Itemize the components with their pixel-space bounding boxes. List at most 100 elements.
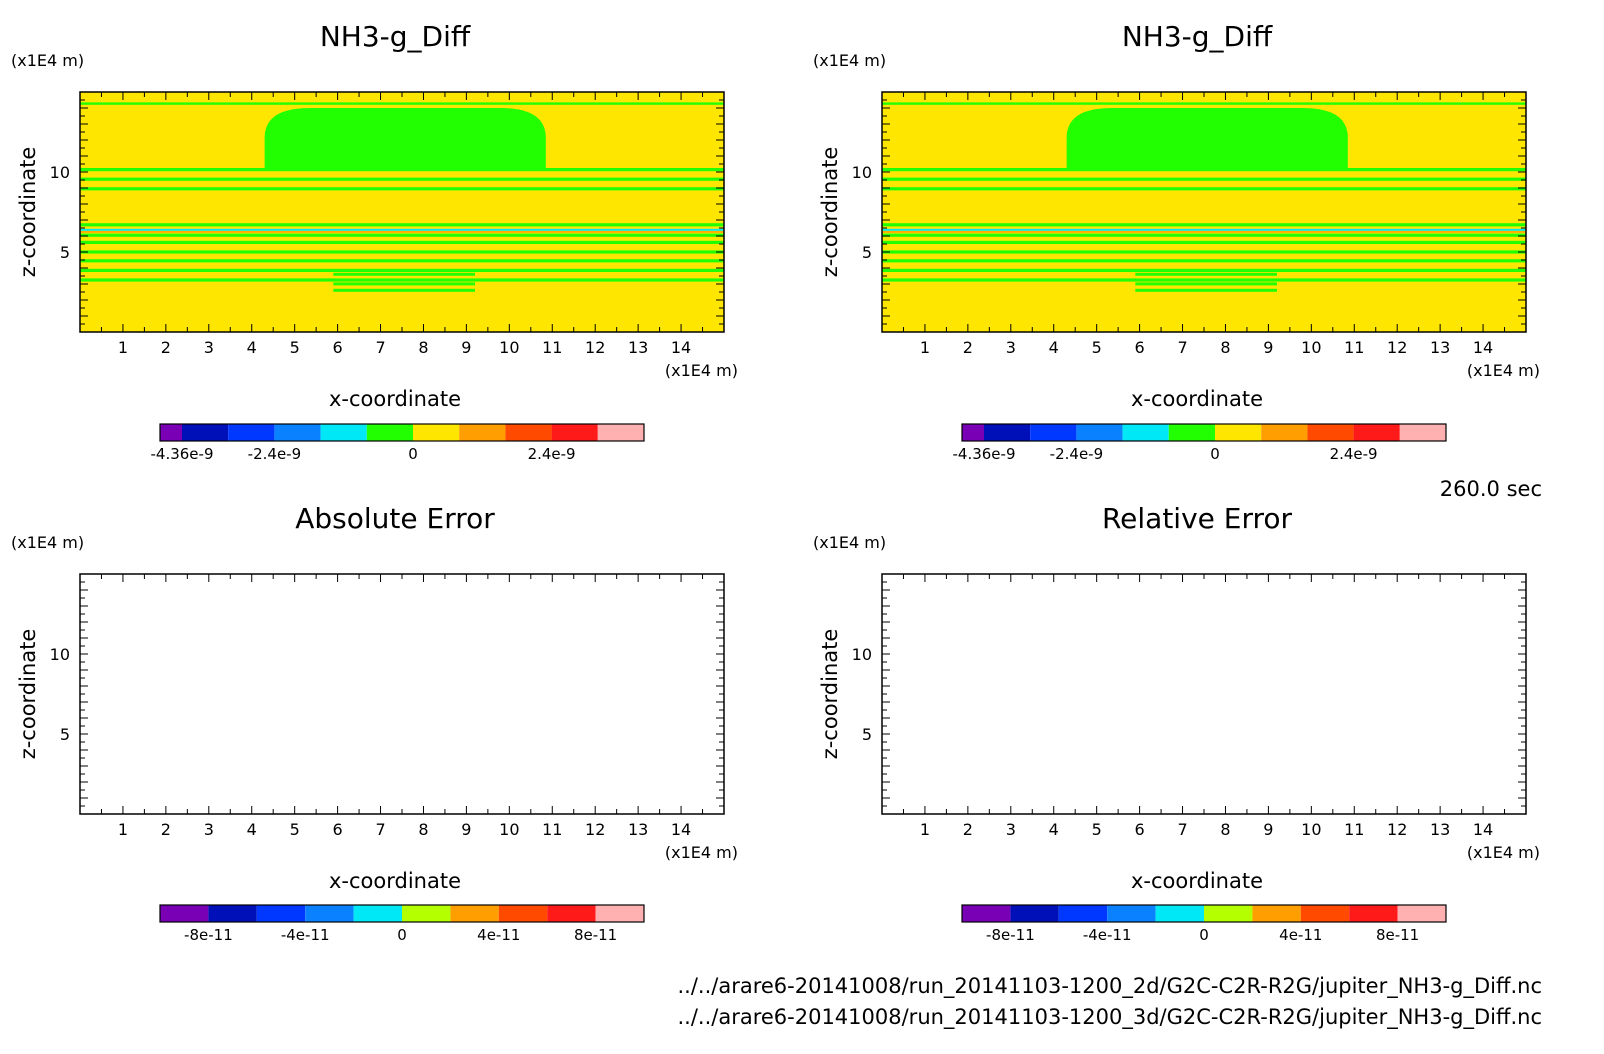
colorbar-label: -2.4e-9 [1050,445,1103,463]
colorbar-label: 0 [397,926,407,944]
x-tick-label: 7 [1177,338,1187,357]
file-path-2: ../../arare6-20141008/run_20141103-1200_… [677,1005,1542,1030]
colorbar-swatch [450,905,499,922]
colorbar-swatch [962,424,984,441]
colorbar-swatch [962,905,1011,922]
colorbar-swatch [274,424,321,441]
contour-band [882,102,1526,105]
contour-band [333,282,475,286]
colorbar-label: -4.36e-9 [953,445,1016,463]
colorbar-swatch [1155,905,1204,922]
x-tick-label: 6 [333,820,343,839]
contour-band [333,288,475,292]
x-tick-label: 5 [290,820,300,839]
x-tick-label: 11 [542,338,562,357]
colorbar: -4.36e-9 -2.4e-9 0 2.4e-9 [953,423,1447,463]
x-tick-label: 13 [1430,820,1450,839]
colorbar-label: -4.36e-9 [151,445,214,463]
x-tick-label: 2 [161,820,171,839]
field [882,92,1526,332]
colorbar-swatch [413,424,460,441]
x-tick-label: 10 [1301,338,1321,357]
colorbar-swatch [402,905,451,922]
colorbar-swatch [1010,905,1059,922]
colorbar-swatch [1107,905,1156,922]
colorbar-label: 8e-11 [574,926,617,944]
colorbar-swatch [1307,424,1354,441]
colorbar-frame [961,423,1447,442]
colorbar-swatch [984,424,1031,441]
colorbar-label: -2.4e-9 [248,445,301,463]
contour-gap [1075,174,1359,178]
contour-band [80,102,724,105]
x-tick-label: 2 [963,338,973,357]
panel-title: Relative Error [1102,502,1293,535]
colorbar-swatch [1397,905,1446,922]
x-tick-label: 13 [1430,338,1450,357]
x-tick-label: 9 [461,338,471,357]
colorbar-swatch [551,424,598,441]
x-tick-label: 3 [204,820,214,839]
contour-line [882,228,1526,231]
x-unit-label: (x1E4 m) [665,361,738,380]
x-tick-label: 14 [1473,338,1493,357]
colorbar-swatch [353,905,402,922]
contour-band [80,240,724,244]
colorbar-swatch [498,905,548,922]
x-axis-label: x-coordinate [329,869,461,893]
contour-band [882,177,1526,181]
y-axis-label: z-coordinate [818,629,842,760]
x-tick-label: 5 [1092,820,1102,839]
x-tick-label: 14 [671,820,691,839]
y-tick-label: 10 [50,645,70,664]
x-tick-label: 1 [920,338,930,357]
x-tick-label: 12 [1387,820,1407,839]
x-tick-label: 4 [1049,338,1059,357]
x-tick-label: 6 [1135,338,1145,357]
colorbar-label: 0 [1199,926,1209,944]
x-unit-label: (x1E4 m) [665,843,738,862]
contour-band [80,268,724,272]
x-tick-label: 8 [1220,338,1230,357]
colorbar-frame [961,904,1447,923]
y-tick-label: 5 [862,725,872,744]
colorbar-swatch [208,905,257,922]
x-tick-label: 1 [118,338,128,357]
y-unit-label: (x1E4 m) [11,51,84,70]
time-label: 260.0 sec [1440,477,1542,501]
x-tick-label: 14 [1473,820,1493,839]
y-unit-label: (x1E4 m) [813,51,886,70]
colorbar-label: -4e-11 [281,926,330,944]
x-tick-label: 13 [628,820,648,839]
contour-band [1135,288,1277,292]
panel-title: NH3-g_Diff [320,20,471,53]
x-tick-label: 6 [333,338,343,357]
colorbar-label: -4e-11 [1083,926,1132,944]
panel-top-right: NH3-g_Diff(x1E4 m)1 2 3 4 5 6 7 8 9 10 11 12 13 14510… [813,20,1540,463]
colorbar-swatch [505,424,552,441]
ticks [882,92,1526,332]
x-tick-label: 10 [499,820,519,839]
x-axis-label: x-coordinate [1131,869,1263,893]
colorbar-frame [159,904,645,923]
x-unit-label: (x1E4 m) [1467,361,1540,380]
colorbar-label: -8e-11 [986,926,1035,944]
colorbar-label: -8e-11 [184,926,233,944]
x-tick-label: 1 [920,820,930,839]
x-tick-label: 7 [375,820,385,839]
x-tick-label: 12 [585,338,605,357]
contour-band [80,223,724,227]
colorbar: -8e-11 -4e-11 0 4e-11 8e-11 [961,904,1447,944]
ticks [882,574,1526,814]
x-tick-label: 4 [247,338,257,357]
colorbar-label: 4e-11 [1279,926,1322,944]
y-tick-label: 10 [50,163,70,182]
colorbar-swatch [1353,424,1400,441]
colorbar-swatch [1168,424,1215,441]
contour-line [882,231,1526,233]
contour-band [1135,272,1277,276]
contour-line [80,228,724,231]
contour-dome [264,108,546,169]
contour-band [80,259,724,263]
y-tick-label: 5 [862,243,872,262]
